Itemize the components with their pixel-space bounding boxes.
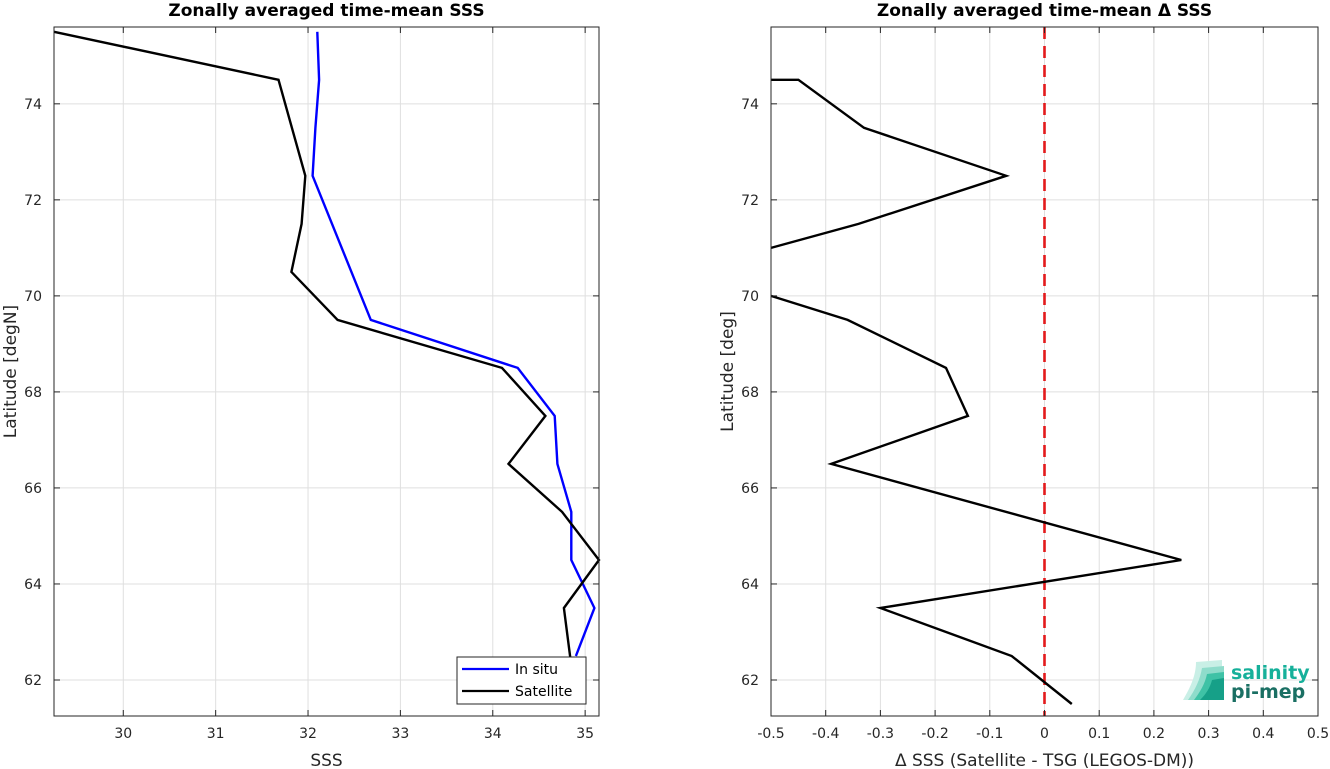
y-tick-label: 66: [24, 481, 42, 497]
x-tick-label: 34: [484, 726, 502, 742]
y-tick-label: 64: [741, 577, 759, 593]
chart-title: Zonally averaged time-mean SSS: [168, 1, 484, 21]
legend-label-satellite: Satellite: [515, 684, 572, 700]
y-tick-label: 72: [741, 193, 759, 209]
wave-logo-icon: [1183, 660, 1224, 700]
series-line-satellite: [53, 30, 601, 666]
y-tick-label: 74: [24, 97, 42, 113]
x-tick-label: 0.1: [1088, 726, 1110, 742]
x-tick-label: -0.5: [757, 726, 784, 742]
x-tick-label: 31: [207, 726, 225, 742]
tick-labels: -0.5 -0.4 -0.3 -0.2 -0.1 0 0.1 0.2 0.3 0.4 0.5 62 64…: [741, 27, 1329, 742]
x-tick-label: 33: [391, 726, 409, 742]
logo-line1: salinity: [1231, 662, 1310, 684]
x-tick-label: 32: [299, 726, 317, 742]
chart-delta-sss: -0.5 -0.4 -0.3 -0.2 -0.1 0 0.1 0.2 0.3 0.4 0.5 62 64…: [718, 1, 1329, 769]
x-tick-label: 0.4: [1252, 726, 1274, 742]
y-tick-label: 66: [741, 481, 759, 497]
series-line-delta-sss: [770, 294, 1182, 705]
x-tick-label: -0.4: [812, 726, 839, 742]
x-tick-label: -0.2: [921, 726, 948, 742]
x-tick-label: 35: [576, 726, 594, 742]
y-tick-label: 68: [24, 385, 42, 401]
legend-box: [456, 656, 587, 705]
y-tick-label: 74: [741, 97, 759, 113]
logo-line2: pi-mep: [1231, 681, 1305, 703]
y-tick-label: 68: [741, 385, 759, 401]
legend-label-in-situ: In situ: [515, 662, 558, 678]
y-tick-label: 70: [741, 289, 759, 305]
series-lines: [770, 27, 1182, 716]
y-tick-label: 62: [24, 673, 42, 689]
x-tick-label: 0.2: [1143, 726, 1165, 742]
plot-frame: [53, 26, 600, 717]
x-tick-label: 0.5: [1307, 726, 1329, 742]
series-line-delta-sss: [770, 78, 1011, 250]
salinity-pimep-logo: salinity pi-mep: [1183, 660, 1310, 703]
chart-title: Zonally averaged time-mean Δ SSS: [877, 1, 1212, 21]
x-tick-label: -0.1: [976, 726, 1003, 742]
y-tick-label: 64: [24, 577, 42, 593]
x-tick-label: -0.3: [867, 726, 894, 742]
y-axis-label: Latitude [degN]: [1, 305, 21, 438]
x-tick-label: 0.3: [1197, 726, 1219, 742]
y-tick-label: 70: [24, 289, 42, 305]
x-tick-label: 30: [114, 726, 132, 742]
y-tick-label: 62: [741, 673, 759, 689]
x-axis-label: Δ SSS (Satellite - TSG (LEGOS-DM)): [895, 751, 1194, 769]
legend: In situ Satellite: [456, 656, 587, 705]
series-line-in-situ: [311, 31, 596, 657]
chart-sss: 30 31 32 33 34 35 62 64 66 68 70 72 74 Zonally avera…: [1, 1, 601, 769]
x-axis-label: SSS: [310, 751, 342, 769]
grid-lines: [54, 27, 599, 716]
tick-labels: 30 31 32 33 34 35 62 64 66 68 70 72 74: [24, 27, 599, 742]
series-lines: [53, 30, 601, 666]
y-tick-label: 72: [24, 193, 42, 209]
y-axis-label: Latitude [deg]: [718, 311, 738, 432]
x-tick-label: 0: [1040, 726, 1049, 742]
